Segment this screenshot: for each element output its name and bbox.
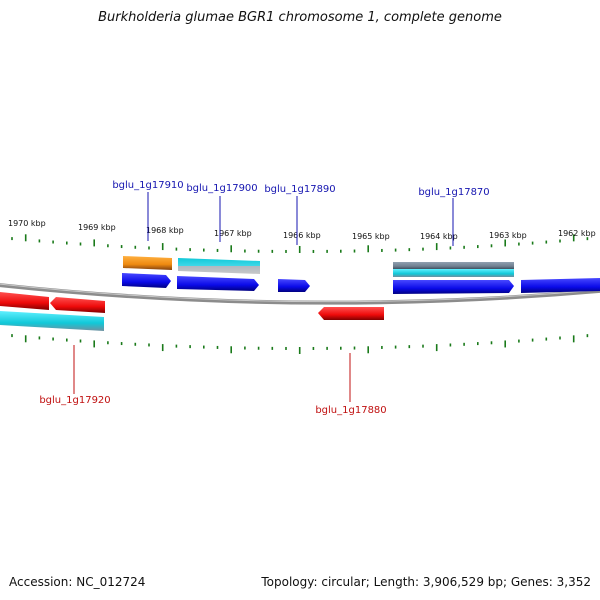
gene-box[interactable] xyxy=(123,256,172,270)
gene-arrow[interactable] xyxy=(122,273,171,288)
gene-arrow[interactable] xyxy=(521,278,600,293)
genome-summary-text: Topology: circular; Length: 3,906,529 bp… xyxy=(261,575,591,589)
gene-arrow[interactable] xyxy=(50,297,105,313)
scale-ticks-top xyxy=(11,234,589,253)
gene-box[interactable] xyxy=(178,258,260,274)
kbp-label: 1968 kbp xyxy=(146,226,184,235)
gene-box[interactable] xyxy=(393,269,514,277)
kbp-label: 1969 kbp xyxy=(78,223,116,232)
gene-arrow[interactable] xyxy=(0,292,49,310)
chromosome-backbone xyxy=(0,283,600,305)
gene-label-bglu-1g17870[interactable]: bglu_1g17870 xyxy=(418,187,489,198)
gene-arrow[interactable] xyxy=(318,307,384,320)
accession-text: Accession: NC_012724 xyxy=(9,575,146,589)
genome-title: Burkholderia glumae BGR1 chromosome 1, c… xyxy=(98,10,502,25)
kbp-label: 1967 kbp xyxy=(214,229,252,238)
kbp-label: 1963 kbp xyxy=(489,231,527,240)
gene-box[interactable] xyxy=(0,311,104,331)
kbp-label: 1964 kbp xyxy=(420,232,458,241)
label-leaders xyxy=(73,192,454,402)
kbp-label: 1965 kbp xyxy=(352,232,390,241)
forward-outer-genes xyxy=(123,256,514,277)
gene-label-bglu-1g17910[interactable]: bglu_1g17910 xyxy=(112,180,183,191)
scale-labels: 1970 kbp 1969 kbp 1968 kbp 1967 kbp 1966… xyxy=(8,219,596,241)
kbp-label: 1962 kbp xyxy=(558,229,596,238)
reverse-genes xyxy=(0,292,384,331)
gene-arrow[interactable] xyxy=(393,280,514,294)
gene-labels: bglu_1g17910 bglu_1g17900 bglu_1g17890 b… xyxy=(39,180,489,416)
kbp-label: 1966 kbp xyxy=(283,231,321,240)
gene-label-bglu-1g17900[interactable]: bglu_1g17900 xyxy=(186,183,257,194)
gene-arrow[interactable] xyxy=(278,279,310,292)
gene-box[interactable] xyxy=(393,262,514,269)
gene-arrow[interactable] xyxy=(177,276,259,291)
gene-label-bglu-1g17920[interactable]: bglu_1g17920 xyxy=(39,395,110,406)
kbp-label: 1970 kbp xyxy=(8,219,46,228)
gene-label-bglu-1g17890[interactable]: bglu_1g17890 xyxy=(264,184,335,195)
scale-ticks-bottom xyxy=(11,334,589,354)
forward-genes xyxy=(122,273,600,294)
gene-label-bglu-1g17880[interactable]: bglu_1g17880 xyxy=(315,405,386,416)
chromosome-backbone-highlight xyxy=(0,283,600,303)
